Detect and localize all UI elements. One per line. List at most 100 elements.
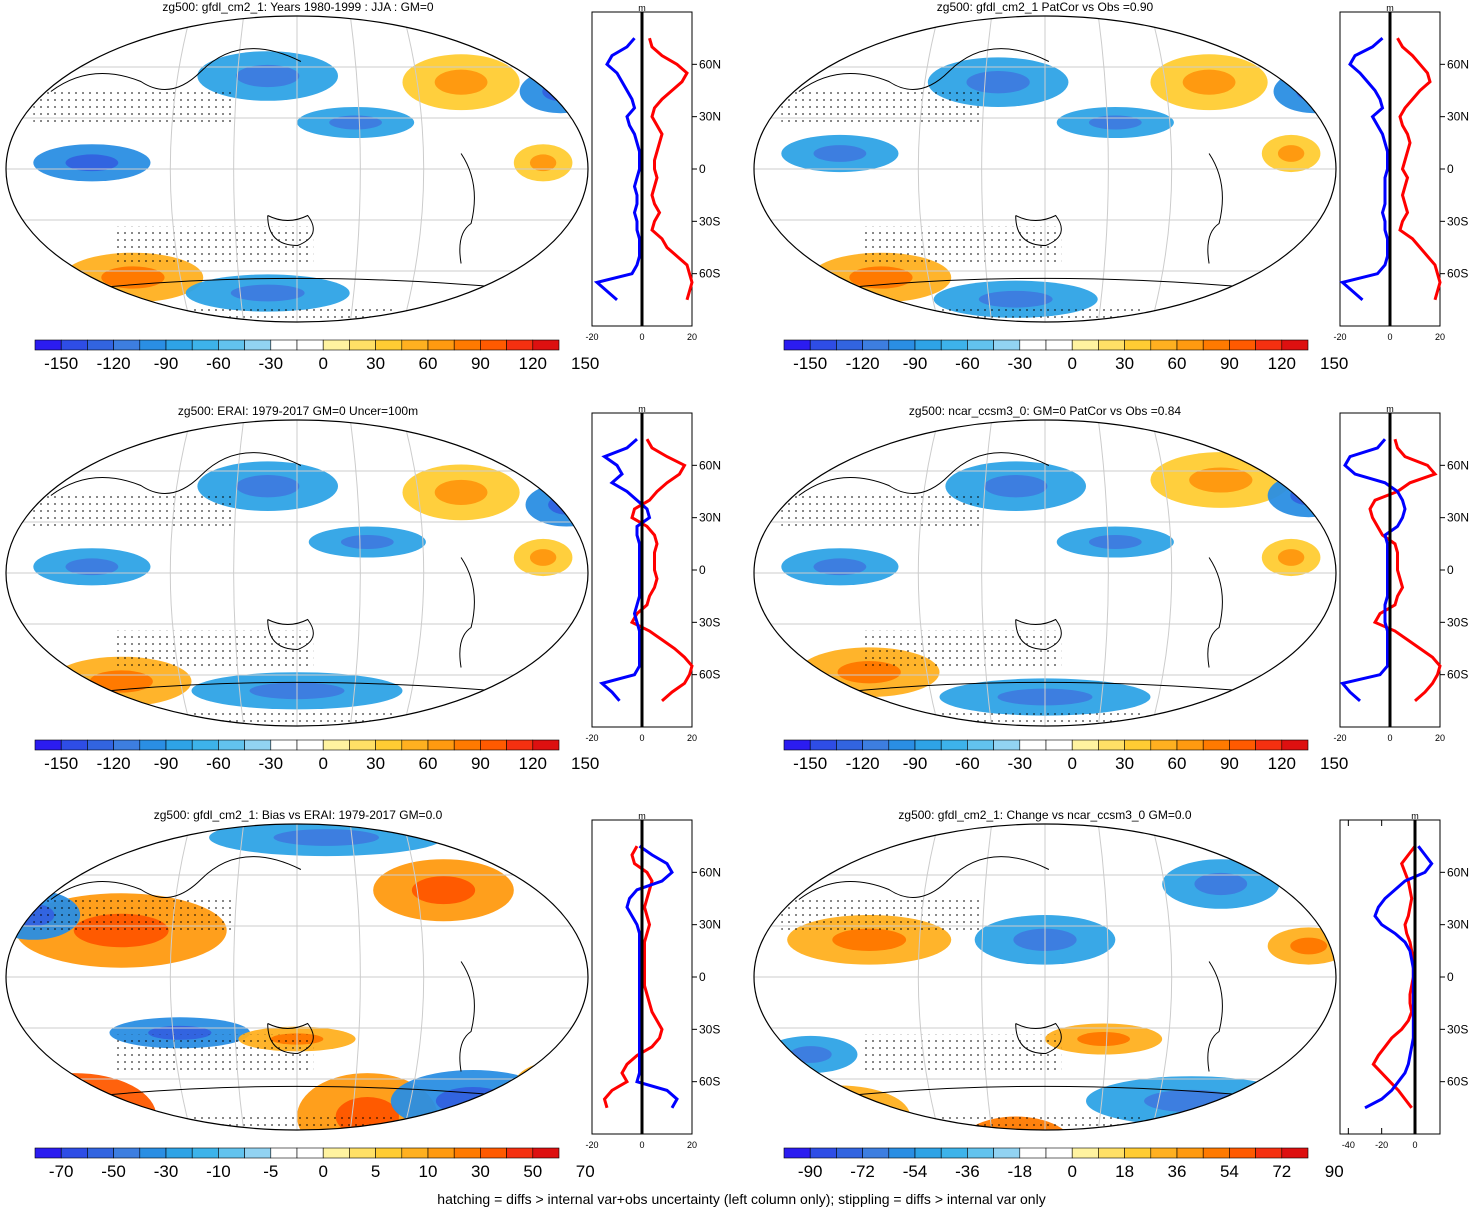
coastline (1207, 557, 1223, 668)
field-anomaly-core (37, 1096, 112, 1130)
coastline (839, 681, 1260, 693)
colorbar-swatch (993, 339, 1021, 351)
colorbar-swatch (862, 1147, 890, 1159)
profile-line-red (648, 37, 694, 301)
colorbar-swatch (836, 339, 863, 351)
colorbar-swatch (218, 1147, 245, 1159)
lat-tick-label: 60S (699, 668, 720, 682)
lat-tick-label: 0 (1447, 970, 1454, 984)
colorbar-tick-label: -54 (903, 1162, 928, 1181)
field-anomaly-core (1277, 549, 1305, 566)
lat-tick-label: 60S (699, 1075, 720, 1089)
colorbar-swatch (427, 1147, 455, 1159)
colorbar-tick-label: 120 (1268, 754, 1296, 773)
colorbar-swatch (1124, 1147, 1152, 1159)
stippling (781, 895, 982, 935)
field-anomaly-core (1088, 535, 1142, 549)
lat-tick-label: 30S (1447, 1022, 1468, 1036)
field-anomaly-core (340, 535, 394, 549)
colorbar-swatch (888, 1147, 916, 1159)
x-tick-label: -20 (585, 733, 598, 743)
colorbar-swatch (1098, 739, 1125, 751)
colorbar-tick-label: 0 (1067, 754, 1076, 773)
colorbar-tick-label: 90 (1220, 754, 1239, 773)
colorbar-swatch (1176, 339, 1204, 351)
map-border (5, 419, 589, 727)
lat-tick-label: 60N (1447, 458, 1469, 472)
lat-tick-label: 60N (699, 458, 721, 472)
lat-tick-label: 0 (1447, 563, 1454, 577)
colorbar-swatch (270, 1147, 298, 1159)
longitude-line (349, 824, 361, 1130)
field-anomaly-core (1194, 872, 1248, 896)
colorbar-swatch (296, 739, 324, 751)
colorbar-swatch (349, 1147, 376, 1159)
colorbar-swatch (1150, 339, 1178, 351)
colorbar-swatch (506, 739, 534, 751)
colorbar-swatch (940, 1147, 968, 1159)
coastline (50, 452, 302, 496)
lat-tick-label: 30S (1447, 615, 1468, 629)
colorbar-swatch (165, 1147, 193, 1159)
zonal-mean-profile: 60N 30N 0 30S 60S -20 0 20 m (1333, 3, 1469, 342)
zonal-mean-profile: 60N 30N 0 30S 60S -20 0 20 m (1333, 404, 1469, 743)
colorbar-swatch (165, 739, 193, 751)
lat-tick-label: 60N (1447, 57, 1469, 71)
lat-tick-label: 60S (1447, 267, 1468, 281)
colorbar-swatch (967, 739, 994, 751)
longitude-line (981, 420, 993, 726)
longitude-line (233, 824, 245, 1130)
colorbar: -150 -120 -90 -60 -30 0 30 60 90 120 150 (34, 739, 599, 773)
field-anomaly-core (89, 670, 153, 693)
robinson-map (753, 823, 1337, 1131)
longitude-line (349, 420, 361, 726)
colorbar-tick-label: -30 (259, 754, 284, 773)
coastline (50, 48, 302, 92)
lat-tick-label: 30N (699, 511, 721, 525)
colorbar-tick-label: -150 (793, 754, 827, 773)
colorbar-tick-label: 150 (571, 754, 599, 773)
lat-tick-label: 60N (699, 865, 721, 879)
colorbar-swatch (1281, 1147, 1309, 1159)
colorbar-swatch (532, 1147, 560, 1159)
colorbar-swatch (87, 339, 114, 351)
colorbar-swatch (1124, 339, 1152, 351)
colorbar-tick-label: -30 (259, 354, 284, 373)
field-anomaly (769, 1085, 911, 1130)
colorbar-tick-label: 30 (366, 754, 385, 773)
colorbar-swatch (427, 739, 455, 751)
colorbar: -90 -72 -54 -36 -18 0 18 36 54 72 90 (783, 1147, 1344, 1181)
colorbar-swatch (349, 339, 376, 351)
coastline (1207, 961, 1223, 1072)
colorbar-swatch (914, 739, 942, 751)
stippling (941, 304, 1142, 322)
colorbar: -150 -120 -90 -60 -30 0 30 60 90 120 150 (34, 339, 599, 373)
field-anomaly-core (411, 876, 476, 905)
panel-title: zg500: gfdl_cm2_1: Years 1980-1999 : JJA… (162, 0, 434, 14)
colorbar-tick-label: 30 (1115, 354, 1134, 373)
colorbar-swatch (967, 339, 994, 351)
colorbar-tick-label: 150 (1320, 354, 1348, 373)
colorbar-tick-label: -150 (44, 354, 78, 373)
colorbar-swatch (113, 739, 141, 751)
colorbar-swatch (1150, 739, 1178, 751)
colorbar-tick-label: -10 (206, 1162, 231, 1181)
colorbar-tick-label: 60 (1168, 754, 1187, 773)
map-border (5, 15, 589, 323)
colorbar-swatch (427, 339, 455, 351)
stippling (33, 87, 234, 127)
lat-tick-label: 0 (699, 563, 706, 577)
longitude-line (1097, 16, 1109, 322)
colorbar-swatch (1255, 339, 1283, 351)
field-anomaly-core (434, 479, 488, 505)
x-tick-label: 20 (1435, 733, 1445, 743)
colorbar-swatch (1098, 1147, 1125, 1159)
colorbar-swatch (967, 1147, 994, 1159)
longitude-line (169, 420, 191, 726)
lat-tick-label: 30N (699, 110, 721, 124)
longitude-line (1151, 420, 1173, 726)
colorbar-swatch (532, 339, 560, 351)
colorbar-swatch (836, 1147, 863, 1159)
colorbar-swatch (888, 739, 916, 751)
colorbar-tick-label: -70 (49, 1162, 74, 1181)
